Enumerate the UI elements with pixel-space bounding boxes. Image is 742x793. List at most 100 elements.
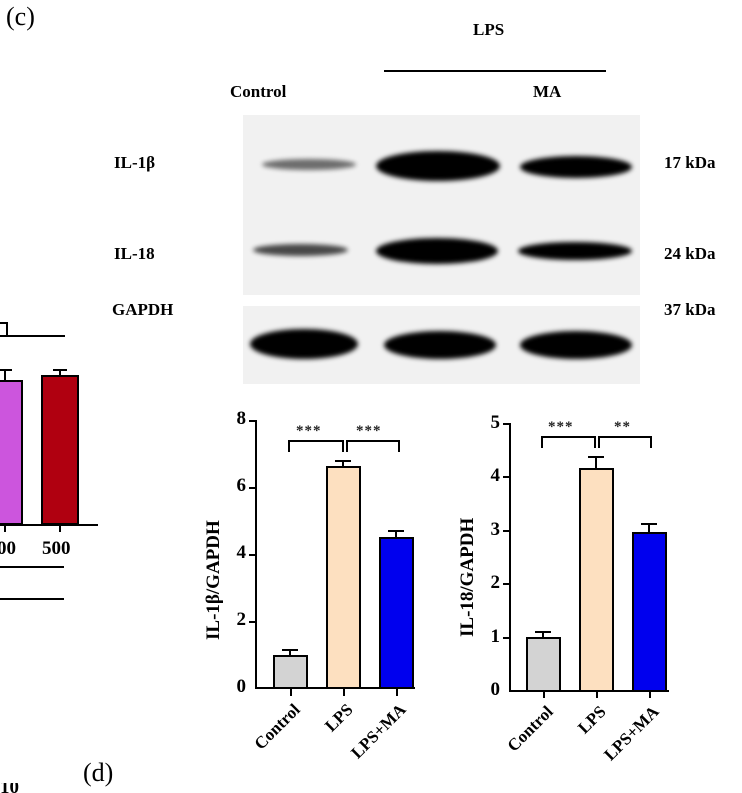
row-label-il1b: IL-1β bbox=[114, 153, 156, 172]
chart1-ytick-label-6: 6 bbox=[236, 475, 247, 496]
chart2-xcat-lps-ma: LPS+MA bbox=[600, 702, 663, 765]
lps-header: LPS bbox=[473, 20, 505, 39]
chart2-errcap-lps-ma bbox=[641, 523, 657, 525]
chart2-errcap-control bbox=[535, 631, 551, 633]
band-il1b-control bbox=[262, 159, 356, 170]
chart1-sig-bracket-1-right bbox=[342, 440, 344, 452]
left-partial-err-cap-purple bbox=[0, 369, 12, 371]
chart2-errcap-lps bbox=[588, 456, 604, 458]
chart1-err-lps bbox=[342, 461, 344, 467]
band-il18-control bbox=[253, 244, 348, 256]
left-partial-err-purple bbox=[4, 370, 6, 380]
chart1-ytick-8 bbox=[249, 420, 256, 422]
left-partial-group-line-2 bbox=[0, 598, 64, 600]
panel-label-d: (d) bbox=[83, 758, 114, 787]
chart1-errcap-lps bbox=[335, 460, 351, 462]
chart1-err-control bbox=[289, 650, 291, 656]
blot-strip-il bbox=[243, 115, 640, 295]
size-label-il1b: 17 kDa bbox=[664, 153, 716, 172]
chart1-sig-label-1: *** bbox=[296, 423, 322, 439]
left-partial-tick-label-2: 500 bbox=[42, 538, 71, 559]
chart2-sig-bracket-2-left bbox=[598, 436, 600, 448]
chart2-ytick-5 bbox=[503, 423, 510, 425]
chart2-err-lps-ma bbox=[648, 524, 650, 533]
chart2-ytick-2 bbox=[503, 583, 510, 585]
left-partial-tick-2 bbox=[59, 524, 61, 532]
chart2-ytick-label-4: 4 bbox=[490, 465, 501, 486]
left-partial-err-cap-red bbox=[53, 369, 67, 371]
chart1-ytick-4 bbox=[249, 554, 256, 556]
chart1-sig-bracket-1-left bbox=[288, 440, 290, 452]
lps-bracket-line bbox=[384, 70, 606, 72]
chart1-sig-bracket-2 bbox=[346, 440, 400, 442]
chart2-ytick-3 bbox=[503, 530, 510, 532]
chart1-ytick-2 bbox=[249, 621, 256, 623]
chart1-sig-bracket-2-left bbox=[346, 440, 348, 452]
chart1-y-label: IL-1β/GAPDH bbox=[203, 520, 224, 640]
chart2-bar-lps-ma bbox=[632, 532, 667, 692]
band-il18-lps bbox=[376, 238, 498, 264]
chart1-sig-bracket-1 bbox=[288, 440, 344, 442]
chart2-ytick-label-1: 1 bbox=[490, 626, 501, 647]
size-label-gapdh: 37 kDa bbox=[664, 300, 716, 319]
chart2-sig-bracket-1-left bbox=[541, 436, 543, 448]
chart1-xtick-lps bbox=[343, 689, 345, 696]
left-partial-err-red bbox=[59, 370, 61, 376]
chart2-bar-lps bbox=[579, 468, 614, 692]
chart1-xcat-lps: LPS bbox=[320, 700, 357, 736]
chart1-ytick-label-2: 2 bbox=[236, 609, 247, 630]
chart1-ytick-label-4: 4 bbox=[236, 542, 247, 563]
chart2-sig-bracket-1-right bbox=[594, 436, 596, 448]
lane-label-ma: MA bbox=[533, 82, 562, 101]
chart2-bar-control bbox=[526, 637, 561, 692]
chart1-errcap-control bbox=[282, 649, 298, 651]
chart2-err-control bbox=[542, 632, 544, 638]
left-partial-tick-1 bbox=[4, 524, 6, 532]
chart1-y-axis bbox=[255, 420, 257, 689]
chart1-ytick-label-8: 8 bbox=[236, 408, 247, 429]
chart1-bar-control bbox=[273, 655, 308, 689]
chart1-xcat-control: Control bbox=[250, 700, 304, 754]
chart2-ytick-1 bbox=[503, 637, 510, 639]
chart1-sig-bracket-2-right bbox=[398, 440, 400, 452]
left-partial-sig-top bbox=[0, 322, 8, 324]
band-il1b-lps bbox=[376, 151, 500, 181]
lane-label-control: Control bbox=[230, 82, 287, 101]
chart2-sig-label-1: *** bbox=[548, 419, 574, 435]
chart2-y-axis bbox=[509, 423, 511, 691]
left-partial-bar-red bbox=[41, 375, 79, 525]
chart1-bar-lps bbox=[326, 466, 361, 689]
row-label-il18: IL-18 bbox=[114, 244, 155, 263]
left-partial-sig-tick bbox=[6, 322, 8, 336]
chart2-sig-bracket-1 bbox=[541, 436, 596, 438]
chart1-err-lps-ma bbox=[395, 531, 397, 538]
chart2-ytick-label-2: 2 bbox=[490, 572, 501, 593]
chart2-xtick-lps-ma bbox=[649, 691, 651, 698]
band-gapdh-lps-ma bbox=[520, 331, 632, 359]
chart1-ytick-6 bbox=[249, 487, 256, 489]
band-gapdh-control bbox=[250, 329, 358, 359]
size-label-il18: 24 kDa bbox=[664, 244, 716, 263]
chart2-xtick-control bbox=[543, 691, 545, 698]
band-il1b-lps-ma bbox=[520, 156, 632, 178]
chart2-ytick-label-5: 5 bbox=[490, 412, 501, 433]
chart2-ytick-label-3: 3 bbox=[490, 519, 501, 540]
chart2-sig-label-2: ** bbox=[614, 419, 631, 435]
left-partial-tick-label-1: 00 bbox=[0, 538, 16, 559]
chart2-sig-bracket-2-right bbox=[650, 436, 652, 448]
band-il18-lps-ma bbox=[518, 242, 632, 260]
chart1-xcat-lps-ma: LPS+MA bbox=[347, 700, 410, 763]
chart2-err-lps bbox=[595, 457, 597, 469]
chart1-xtick-control bbox=[290, 689, 292, 696]
chart2-ytick-label-0: 0 bbox=[490, 679, 501, 700]
chart1-bar-lps-ma bbox=[379, 537, 414, 689]
left-partial-x-axis bbox=[0, 524, 98, 526]
chart2-xcat-lps: LPS bbox=[573, 702, 610, 738]
partial-bottom-text: 10 bbox=[0, 783, 19, 793]
chart1-sig-label-2: *** bbox=[356, 423, 382, 439]
left-partial-sig-line bbox=[0, 335, 65, 337]
left-partial-bar-purple bbox=[0, 380, 23, 525]
chart2-xtick-lps bbox=[596, 691, 598, 698]
chart2-xcat-control: Control bbox=[503, 702, 557, 756]
chart2-sig-bracket-2 bbox=[598, 436, 652, 438]
